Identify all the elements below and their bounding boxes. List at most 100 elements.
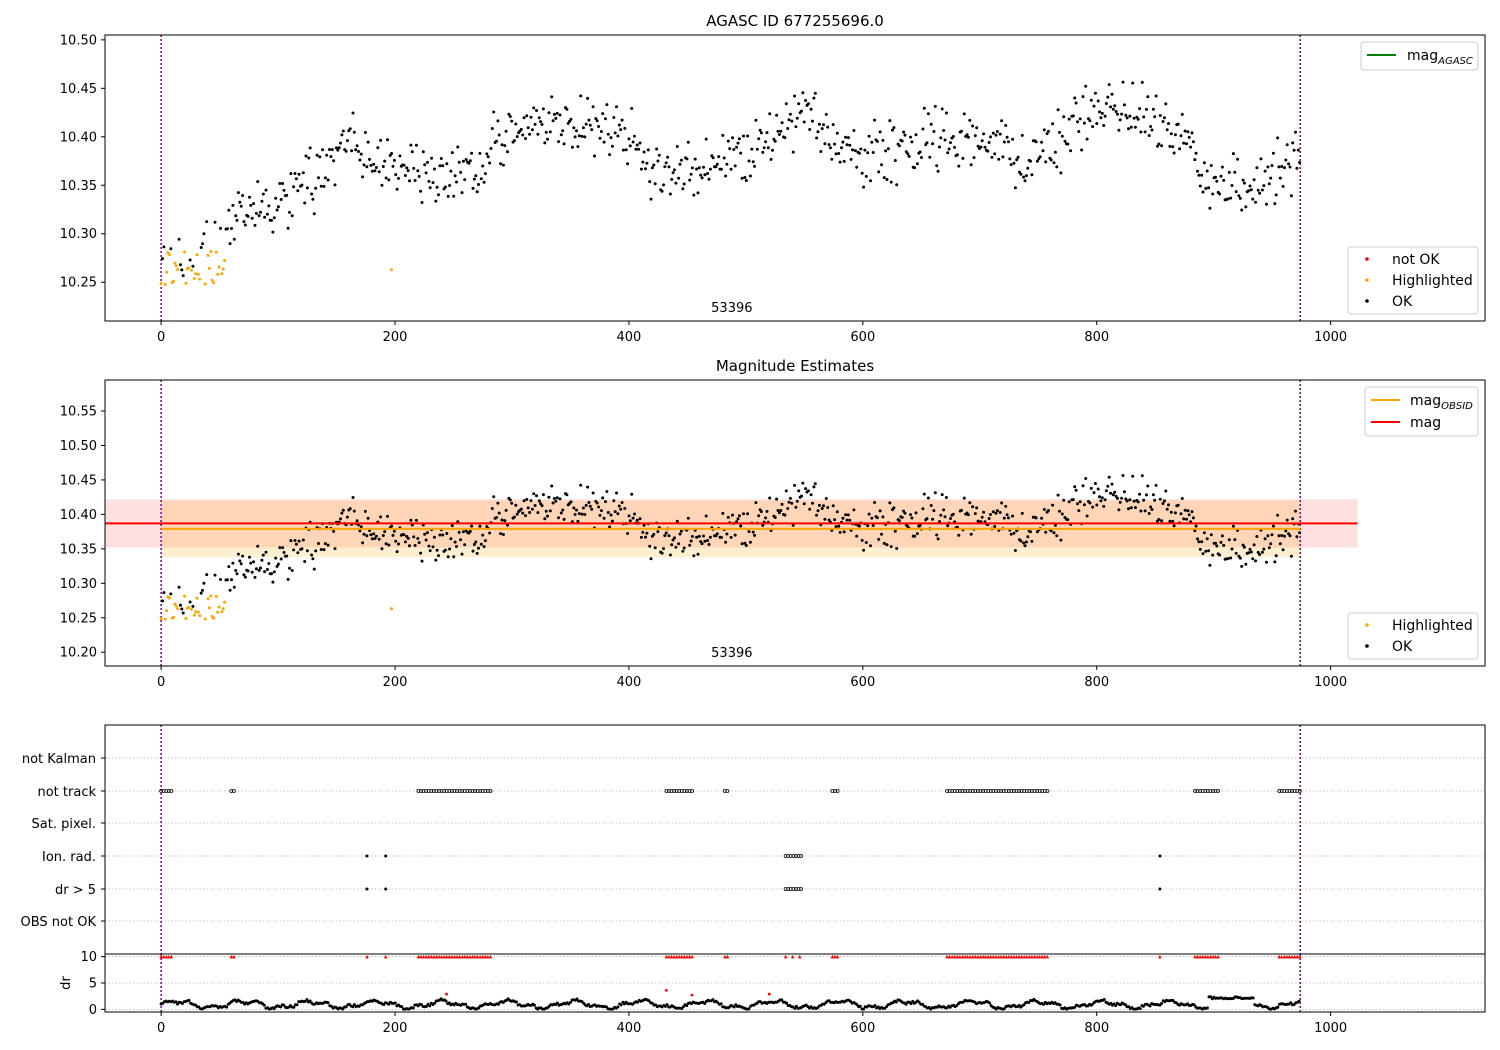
flag-point	[1213, 789, 1218, 793]
flag-category-label: not Kalman	[22, 752, 96, 767]
ok-point	[656, 530, 660, 534]
ok-point	[452, 555, 456, 559]
dr-capped-marker	[442, 954, 446, 959]
ok-point	[390, 152, 394, 155]
ok-point	[365, 534, 369, 538]
ok-point	[994, 133, 998, 137]
ok-point	[1060, 512, 1064, 516]
ok-point	[968, 501, 972, 505]
ok-point	[432, 535, 436, 539]
ok-point	[352, 509, 356, 513]
ok-point	[1051, 503, 1055, 507]
ok-point	[242, 220, 246, 224]
ok-point	[386, 138, 389, 142]
ok-point	[841, 140, 845, 144]
flag-point	[786, 887, 791, 891]
ok-point	[610, 519, 614, 523]
ok-point	[780, 121, 784, 125]
ok-point	[341, 508, 345, 512]
ok-point	[708, 167, 712, 171]
ok-point	[1116, 496, 1119, 500]
highlighted-point	[194, 272, 198, 276]
ok-point	[1254, 200, 1257, 204]
dr-capped-marker	[1203, 954, 1208, 959]
ok-point	[1207, 186, 1211, 190]
ok-point	[533, 122, 537, 126]
ok-point	[674, 545, 678, 549]
ok-point	[677, 176, 681, 180]
ok-point	[368, 157, 371, 161]
ok-point	[525, 497, 529, 501]
ok-point	[602, 516, 606, 520]
y-tick-label: 10.20	[60, 646, 97, 661]
ok-point	[363, 509, 367, 513]
ok-point	[755, 147, 759, 151]
ok-point	[725, 532, 729, 536]
dr-outlier-point	[664, 988, 668, 992]
dr-point	[794, 1004, 798, 1008]
ok-point	[525, 114, 529, 118]
ok-point	[379, 515, 383, 519]
ok-point	[1109, 105, 1113, 109]
ok-point	[481, 533, 485, 537]
y-tick-label: 10.45	[60, 473, 97, 488]
ok-point	[580, 134, 584, 138]
ok-point	[688, 543, 692, 547]
ok-point	[1074, 101, 1078, 105]
ok-point	[448, 547, 452, 551]
ok-point	[635, 518, 639, 522]
ok-point	[606, 511, 610, 514]
ok-point	[735, 145, 739, 149]
ok-point	[1136, 117, 1140, 121]
ok-point	[477, 546, 480, 550]
ok-point	[921, 127, 925, 131]
ok-point	[773, 516, 777, 519]
ok-point	[791, 150, 795, 154]
dr-capped-marker	[996, 954, 1001, 959]
ok-point	[413, 179, 417, 182]
ok-point	[706, 172, 710, 175]
ok-point	[1204, 549, 1208, 553]
ok-point	[835, 131, 839, 135]
ok-point	[595, 119, 599, 123]
dr-point	[1058, 1003, 1062, 1007]
ok-point	[909, 135, 912, 139]
ok-point	[453, 540, 457, 544]
ok-point	[1289, 554, 1293, 558]
ok-point	[845, 143, 849, 147]
ok-point	[441, 533, 445, 537]
ok-point	[492, 110, 496, 114]
highlighted-point	[217, 265, 221, 269]
ok-point	[646, 148, 650, 152]
dr-capped-marker	[1001, 954, 1006, 959]
ok-point	[409, 143, 413, 147]
dr-outlier-point	[690, 993, 694, 997]
flag-point	[960, 789, 965, 793]
ok-point	[426, 531, 429, 535]
ok-point	[1084, 477, 1088, 480]
ok-point	[577, 134, 581, 138]
dr-capped-marker	[421, 954, 426, 959]
ok-point	[423, 163, 427, 167]
ok-point	[668, 192, 672, 196]
ok-point	[809, 107, 813, 111]
ok-point	[1089, 98, 1093, 102]
ok-point	[831, 504, 835, 508]
ok-point	[202, 581, 206, 585]
ok-point	[773, 139, 777, 143]
flag-point	[796, 887, 801, 891]
ok-point	[535, 109, 538, 112]
ok-point	[275, 564, 279, 568]
ok-point	[180, 268, 184, 272]
flag-point	[945, 789, 949, 793]
ok-point	[1074, 488, 1078, 492]
dr-capped-marker	[955, 954, 960, 959]
ok-point	[1191, 516, 1195, 520]
ok-point	[1062, 115, 1066, 119]
dr-capped-marker	[1009, 954, 1014, 959]
flag-point	[1287, 789, 1292, 793]
dr-point	[785, 1001, 789, 1005]
ok-point	[991, 510, 995, 514]
ok-point	[746, 134, 750, 138]
ok-point	[619, 128, 623, 132]
